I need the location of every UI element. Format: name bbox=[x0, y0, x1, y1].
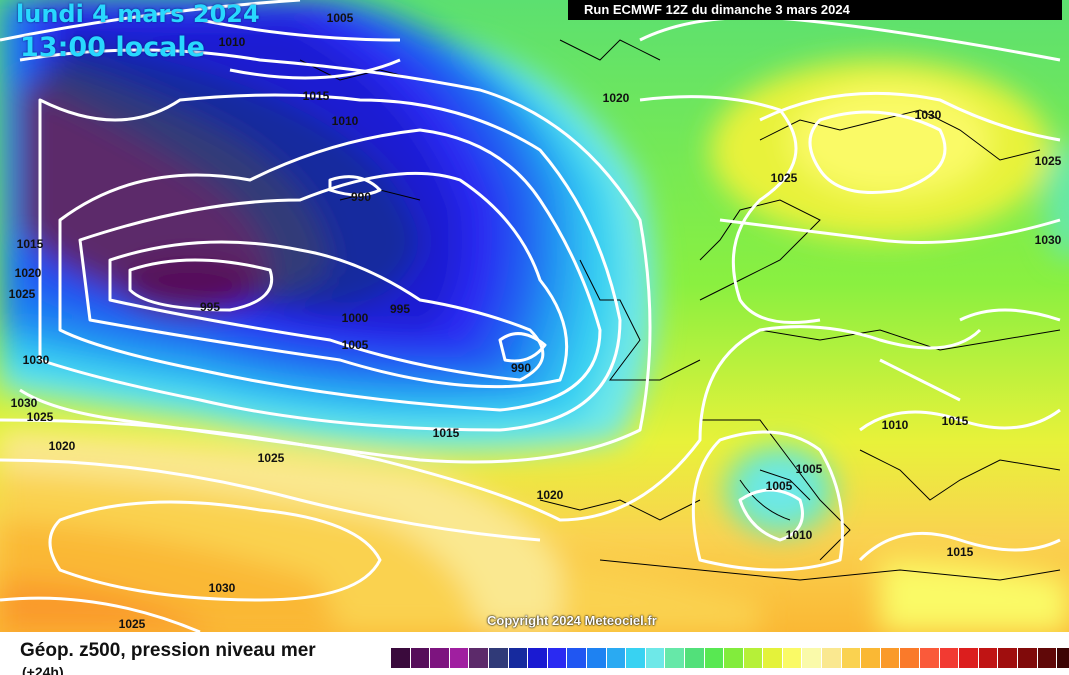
color-scale-cell bbox=[449, 648, 470, 668]
color-scale-cell bbox=[900, 648, 921, 668]
color-scale-cell bbox=[841, 648, 862, 668]
color-scale-cell bbox=[508, 648, 529, 668]
isobar-label: 1020 bbox=[48, 439, 76, 453]
color-scale-cell bbox=[880, 648, 901, 668]
isobar-label: 1005 bbox=[326, 11, 354, 25]
forecast-date-title: lundi 4 mars 2024 bbox=[16, 0, 260, 28]
isobar-label: 1010 bbox=[218, 35, 246, 49]
isobar-label: 1030 bbox=[22, 353, 50, 367]
color-scale-cell bbox=[567, 648, 587, 668]
color-scale-cell bbox=[1037, 648, 1058, 668]
isobar-label: 1020 bbox=[602, 91, 630, 105]
model-run-banner: Run ECMWF 12Z du dimanche 3 mars 2024 bbox=[568, 0, 1062, 20]
color-scale-cell bbox=[645, 648, 666, 668]
color-scale-cell bbox=[547, 648, 568, 668]
isobar-label: 1025 bbox=[8, 287, 36, 301]
isobar-label: 1020 bbox=[14, 266, 42, 280]
color-scale-cell bbox=[959, 648, 979, 668]
isobar-label: 1005 bbox=[765, 479, 793, 493]
color-scale-cell bbox=[978, 648, 999, 668]
isobar-label: 1015 bbox=[946, 545, 974, 559]
isobar-label: 1000 bbox=[341, 311, 369, 325]
color-scale-cell bbox=[626, 648, 646, 668]
isobar-label: 995 bbox=[199, 300, 221, 314]
color-scale-cell bbox=[704, 648, 725, 668]
color-scale-cell bbox=[822, 648, 842, 668]
color-scale-cell bbox=[782, 648, 803, 668]
color-scale-cell bbox=[488, 648, 509, 668]
isobar-label: 1005 bbox=[795, 462, 823, 476]
isobar-label: 1010 bbox=[785, 528, 813, 542]
isobar-label: 1010 bbox=[331, 114, 359, 128]
color-scale-cell bbox=[802, 648, 823, 668]
color-scale-cell bbox=[430, 648, 450, 668]
isobar-label: 1030 bbox=[208, 581, 236, 595]
color-scale-cell bbox=[998, 648, 1018, 668]
geopotential-field bbox=[0, 0, 1069, 632]
isobar-label: 1010 bbox=[881, 418, 909, 432]
isobar-label: 1015 bbox=[302, 89, 330, 103]
isobar-label: 1015 bbox=[432, 426, 460, 440]
color-scale-cell bbox=[606, 648, 627, 668]
legend-footer: Géop. z500, pression niveau mer (+24h) bbox=[0, 632, 1069, 675]
color-scale-cell bbox=[763, 648, 783, 668]
color-scale-cell bbox=[665, 648, 685, 668]
isobar-label: 1015 bbox=[941, 414, 969, 428]
isobar-label: 1025 bbox=[1034, 154, 1062, 168]
forecast-time-title: 13:00 locale bbox=[20, 32, 205, 63]
isobar-label: 1025 bbox=[257, 451, 285, 465]
color-scale-cell bbox=[1057, 648, 1069, 668]
color-scale-cell bbox=[920, 648, 940, 668]
isobar-label: 1025 bbox=[26, 410, 54, 424]
color-scale-bar bbox=[391, 648, 1069, 668]
isobar-label: 1015 bbox=[16, 237, 44, 251]
isobar-label: 1025 bbox=[770, 171, 798, 185]
color-scale-cell bbox=[410, 648, 431, 668]
isobar-label: 1025 bbox=[118, 617, 146, 631]
color-scale-cell bbox=[469, 648, 489, 668]
isobars bbox=[0, 0, 1060, 632]
color-scale-cell bbox=[724, 648, 744, 668]
legend-title: Géop. z500, pression niveau mer bbox=[20, 640, 316, 661]
isobar-label: 990 bbox=[350, 190, 372, 204]
isobar-label: 1005 bbox=[341, 338, 369, 352]
copyright-notice: Copyright 2024 Meteociel.fr bbox=[487, 613, 657, 628]
isobar-label: 1020 bbox=[536, 488, 564, 502]
color-scale-cell bbox=[391, 648, 411, 668]
color-scale-cell bbox=[528, 648, 548, 668]
weather-map: 1005 1010 1015 1010 990 1020 1030 1025 1030 1015 1… bbox=[0, 0, 1069, 632]
isobar-label: 990 bbox=[510, 361, 532, 375]
isobar-label: 995 bbox=[389, 302, 411, 316]
color-scale-cell bbox=[939, 648, 960, 668]
color-scale-cell bbox=[861, 648, 881, 668]
color-scale-cell bbox=[743, 648, 764, 668]
color-scale-cell bbox=[1018, 648, 1038, 668]
color-scale-cell bbox=[684, 648, 705, 668]
isobar-label: 1030 bbox=[1034, 233, 1062, 247]
isobar-label: 1030 bbox=[914, 108, 942, 122]
legend-subtitle: (+24h) bbox=[22, 664, 64, 675]
color-scale-cell bbox=[586, 648, 607, 668]
isobar-label: 1030 bbox=[10, 396, 38, 410]
